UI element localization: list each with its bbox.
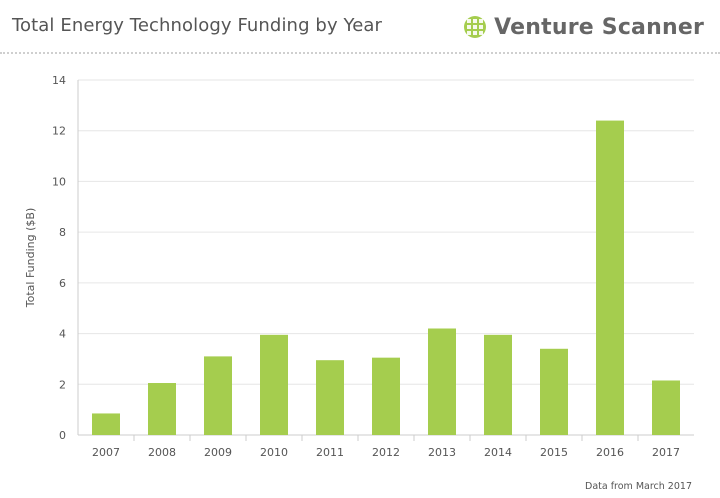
bar-2015 (540, 348, 568, 435)
venture-scanner-logo-icon (464, 16, 487, 38)
header-divider (0, 52, 720, 54)
x-tick-label: 2011 (316, 446, 344, 459)
bar-2012 (372, 357, 400, 435)
y-tick-label: 8 (59, 226, 66, 239)
brand-logo: Venture Scanner (463, 12, 704, 42)
x-tick-label: 2012 (372, 446, 400, 459)
bars (92, 120, 680, 436)
x-tick-label: 2016 (596, 446, 624, 459)
bar-2007 (92, 413, 120, 435)
x-tick-label: 2013 (428, 446, 456, 459)
x-tick-label: 2014 (484, 446, 512, 459)
chart-title: Total Energy Technology Funding by Year (12, 15, 383, 36)
chart-header: Total Energy Technology Funding by Year … (0, 0, 720, 55)
bar-2016 (596, 120, 624, 436)
bar-2013 (428, 328, 456, 435)
y-tick-label: 2 (59, 378, 66, 391)
y-tick-label: 10 (52, 175, 66, 188)
x-tick-label: 2010 (260, 446, 288, 459)
y-tick-label: 4 (59, 328, 66, 341)
bar-2010 (260, 334, 288, 435)
x-tick-labels: 2007 2008 2009 2010 2011 2012 2013 2014 2015 2016… (92, 446, 680, 459)
source-note: Data from March 2017 (585, 481, 692, 492)
x-tick-label: 2009 (204, 446, 232, 459)
bar-2014 (484, 334, 512, 435)
brand-name: Venture Scanner (494, 14, 704, 40)
bar-2009 (204, 356, 232, 435)
y-tick-label: 12 (52, 125, 66, 138)
y-tick-label: 0 (59, 429, 66, 442)
x-tick-label: 2008 (148, 446, 176, 459)
bar-2017 (652, 380, 680, 435)
x-tick-label: 2007 (92, 446, 120, 459)
y-tick-label: 14 (52, 74, 66, 87)
x-tick-label: 2017 (652, 446, 680, 459)
bar-2008 (148, 383, 176, 435)
y-axis-title: Total Funding ($B) (24, 208, 37, 308)
x-tick-label: 2015 (540, 446, 568, 459)
y-tick-labels: 0 2 4 6 8 10 12 14 (52, 74, 66, 442)
y-tick-label: 6 (59, 277, 66, 290)
bar-2011 (316, 360, 344, 435)
